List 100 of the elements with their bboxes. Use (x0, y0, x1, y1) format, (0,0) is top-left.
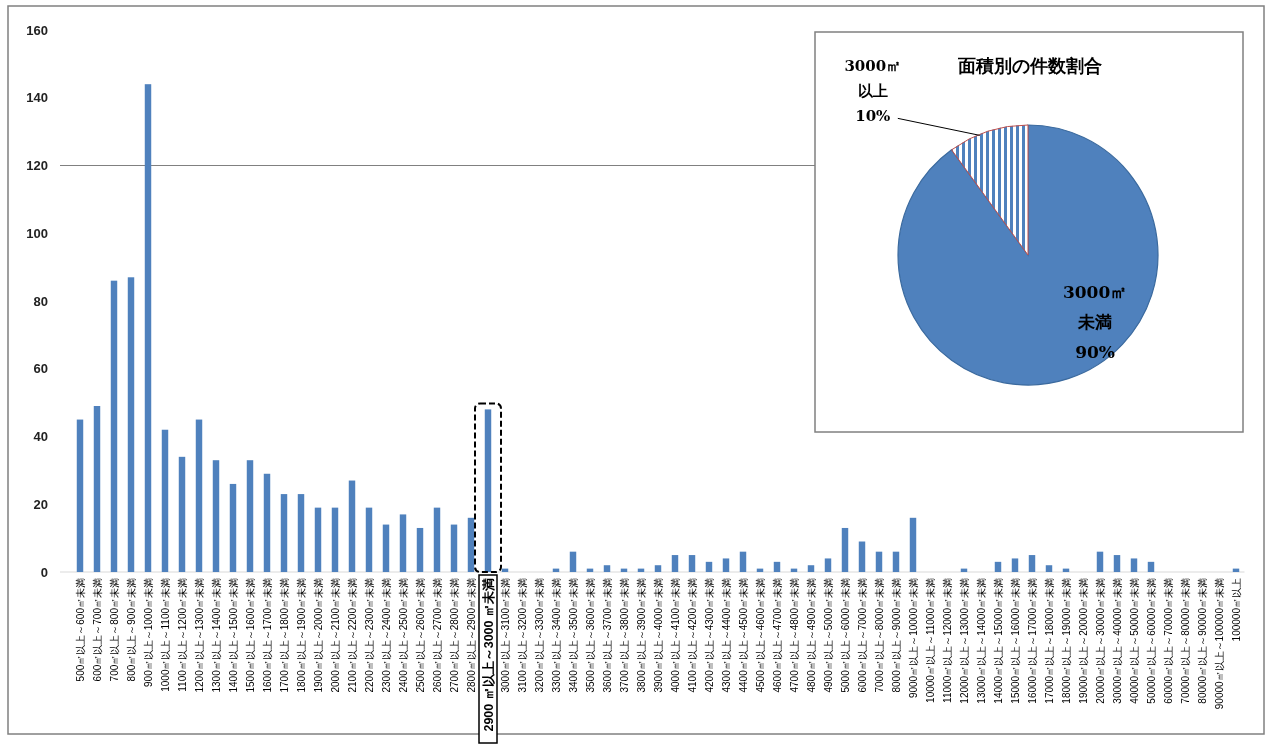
x-tick-label: 70000㎡以上～80000㎡未満 (1179, 578, 1191, 704)
x-tick-label: 4900㎡以上～5000㎡未満 (822, 578, 834, 693)
x-tick-label: 13000㎡以上～14000㎡未満 (975, 578, 987, 704)
x-tick-label: 4100㎡以上～4200㎡未満 (686, 578, 698, 693)
y-tick-label: 80 (33, 293, 48, 309)
y-tick-label: 60 (33, 361, 48, 377)
x-tick-label: 1300㎡以上～1400㎡未満 (210, 578, 222, 693)
x-tick-label: 14000㎡以上～15000㎡未満 (992, 578, 1004, 704)
bar (1045, 565, 1053, 572)
bar (467, 517, 475, 572)
x-tick-label: 3600㎡以上～3700㎡未満 (601, 578, 613, 693)
y-tick-label: 140 (26, 90, 48, 106)
x-tick-label: 2800㎡以上～2900㎡未満 (465, 578, 477, 693)
y-tick-label: 40 (33, 429, 48, 445)
x-tick-label: 3500㎡以上～3600㎡未満 (584, 578, 596, 693)
bar (1113, 555, 1121, 572)
x-tick-label: 2300㎡以上～2400㎡未満 (380, 578, 392, 693)
x-tick-label: 3900㎡以上～4000㎡未満 (652, 578, 664, 693)
x-tick-label: 4800㎡以上～4900㎡未満 (805, 578, 817, 693)
x-tick-label: 16000㎡以上～17000㎡未満 (1026, 578, 1038, 704)
bar (654, 565, 662, 572)
x-tick-label: 90000㎡以上～100000㎡未満 (1213, 578, 1225, 710)
bar (1028, 555, 1036, 572)
bar (688, 555, 696, 572)
x-tick-label: 9000㎡以上～10000㎡未満 (907, 578, 919, 699)
x-tick-label: 3400㎡以上～3500㎡未満 (567, 578, 579, 693)
x-tick-label: 700㎡以上～800㎡未満 (108, 578, 120, 682)
bar (433, 507, 441, 572)
bar (297, 494, 305, 572)
x-tick-label: 3100㎡以上～3200㎡未満 (516, 578, 528, 693)
x-tick-label: 15000㎡以上～16000㎡未満 (1009, 578, 1021, 704)
x-tick-label: 1800㎡以上～1900㎡未満 (295, 578, 307, 693)
bar (722, 558, 730, 572)
x-tick-label: 7000㎡以上～8000㎡未満 (873, 578, 885, 693)
x-tick-label: 900㎡以上～1000㎡未満 (142, 578, 154, 687)
bar (858, 541, 866, 572)
bar (603, 565, 611, 572)
bar (280, 494, 288, 572)
bar (229, 483, 237, 572)
bar (93, 406, 101, 572)
x-tick-label: 40000㎡以上～50000㎡未満 (1128, 578, 1140, 704)
bar (841, 527, 849, 572)
x-tick-label: 17000㎡以上～18000㎡未満 (1043, 578, 1055, 704)
x-tick-label: 2900 ㎡以上～3000 ㎡未満 (482, 578, 496, 732)
x-tick-label: 800㎡以上～900㎡未満 (125, 578, 137, 682)
x-tick-label: 30000㎡以上～40000㎡未満 (1111, 578, 1123, 704)
bar (416, 527, 424, 572)
x-tick-label: 1100㎡以上～1200㎡未満 (176, 578, 188, 692)
x-tick-label: 4200㎡以上～4300㎡未満 (703, 578, 715, 693)
bar (314, 507, 322, 572)
x-tick-label: 60000㎡以上～70000㎡未満 (1162, 578, 1174, 704)
bar (1130, 558, 1138, 572)
y-tick-label: 160 (26, 22, 48, 38)
x-tick-label: 3000㎡以上～3100㎡未満 (499, 578, 511, 693)
x-tick-label: 10000㎡以上～11000㎡未満 (924, 578, 936, 703)
bar (365, 507, 373, 572)
x-tick-label: 2600㎡以上～2700㎡未満 (431, 578, 443, 693)
x-tick-label: 2200㎡以上～2300㎡未満 (363, 578, 375, 693)
data-label: 10% (855, 107, 891, 126)
x-tick-label: 1700㎡以上～1800㎡未満 (278, 578, 290, 693)
x-tick-label: 5000㎡以上～6000㎡未満 (839, 578, 851, 693)
bar (569, 551, 577, 572)
x-tick-label: 3800㎡以上～3900㎡未満 (635, 578, 647, 693)
x-tick-label: 3300㎡以上～3400㎡未満 (550, 578, 562, 693)
x-tick-label: 6000㎡以上～7000㎡未満 (856, 578, 868, 693)
x-tick-label: 1900㎡以上～2000㎡未満 (312, 578, 324, 693)
slice-label: 3000㎡未満 (1062, 282, 1128, 332)
bar (450, 524, 458, 572)
x-tick-label: 50000㎡以上～60000㎡未満 (1145, 578, 1157, 704)
bar (739, 551, 747, 572)
x-tick-label: 3700㎡以上～3800㎡未満 (618, 578, 630, 693)
bar (246, 460, 254, 572)
bar (1096, 551, 1104, 572)
x-tick-label: 4500㎡以上～4600㎡未満 (754, 578, 766, 693)
y-tick-label: 100 (26, 225, 48, 241)
x-tick-label: 2700㎡以上～2800㎡未満 (448, 578, 460, 693)
x-tick-label: 2500㎡以上～2600㎡未満 (414, 578, 426, 693)
x-tick-label: 4400㎡以上～4500㎡未満 (737, 578, 749, 693)
data-label: 90% (1075, 342, 1115, 362)
bar (263, 473, 271, 572)
bar (127, 277, 135, 572)
x-tick-label: 4600㎡以上～4700㎡未満 (771, 578, 783, 693)
x-tick-label: 100000㎡以上 (1230, 578, 1242, 642)
bar (1147, 561, 1155, 572)
bar (76, 419, 84, 572)
x-tick-label: 19000㎡以上～20000㎡未満 (1077, 578, 1089, 704)
x-tick-label: 500㎡以上～600㎡未満 (74, 578, 86, 682)
bar (671, 555, 679, 572)
bar (773, 561, 781, 572)
bar (705, 561, 713, 572)
x-tick-label: 600㎡以上～700㎡未満 (91, 578, 103, 682)
bar (875, 551, 883, 572)
x-tick-label: 18000㎡以上～19000㎡未満 (1060, 578, 1072, 704)
bar (1011, 558, 1019, 572)
bar (161, 429, 169, 572)
bar (195, 419, 203, 572)
bar (909, 517, 917, 572)
bar (994, 561, 1002, 572)
y-tick-label: 120 (26, 158, 48, 174)
bar (110, 280, 118, 572)
